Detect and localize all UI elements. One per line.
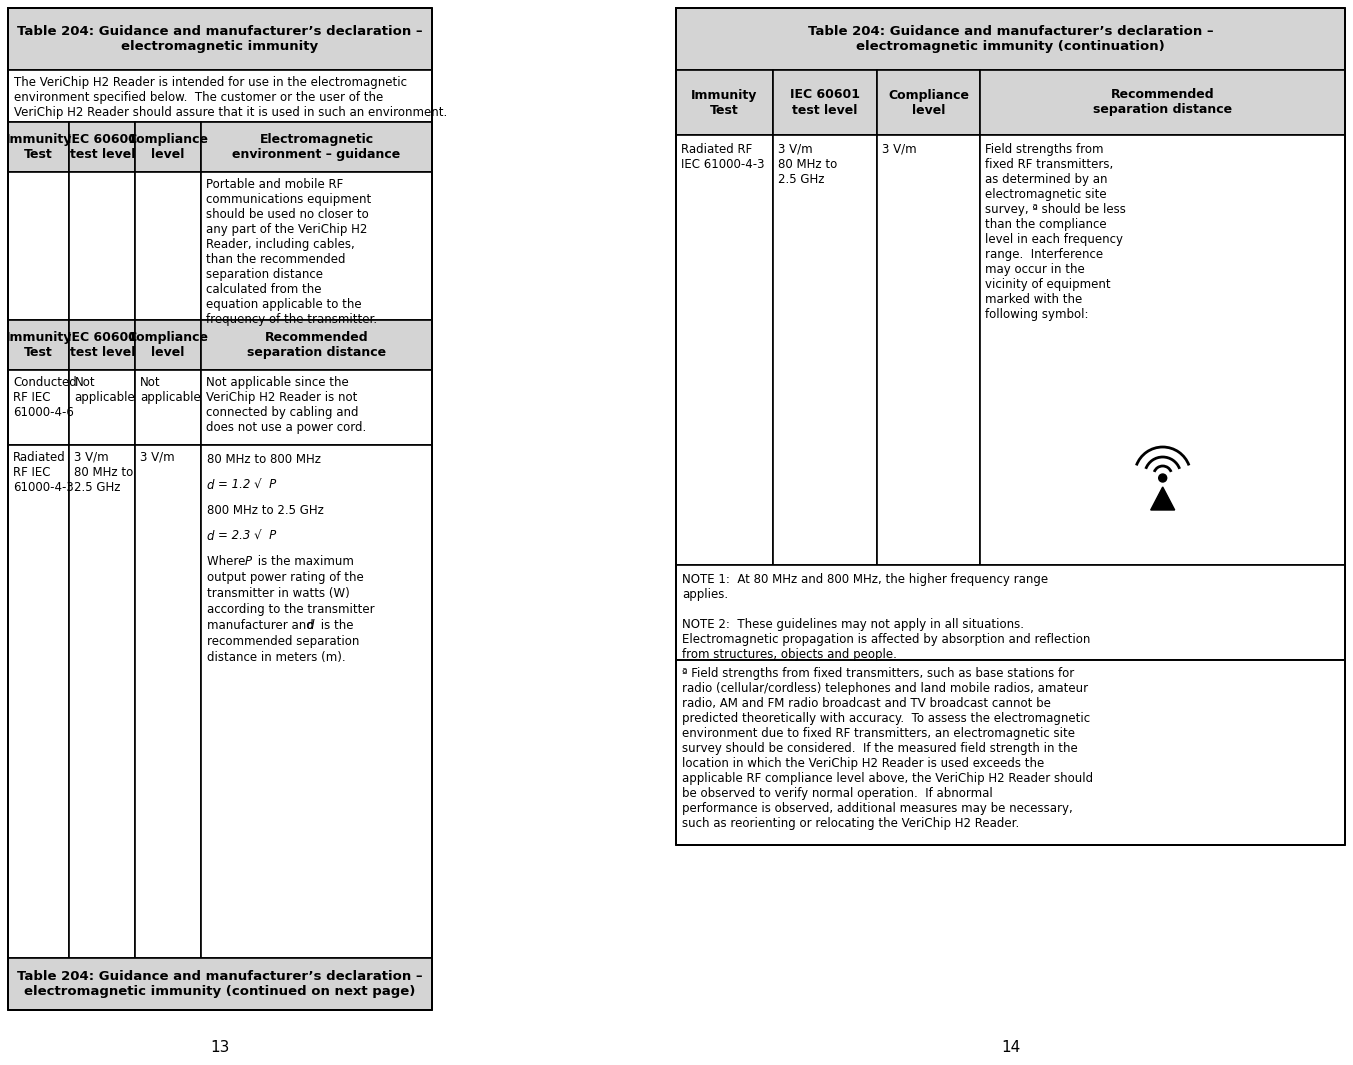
Bar — [981, 135, 1345, 566]
Text: manufacturer and: manufacturer and — [207, 620, 318, 633]
Text: Table 204: Guidance and manufacturer’s declaration –
electromagnetic immunity (c: Table 204: Guidance and manufacturer’s d… — [808, 24, 1214, 53]
Text: Conducted
RF IEC
61000-4-6: Conducted RF IEC 61000-4-6 — [14, 376, 77, 419]
Bar — [8, 9, 432, 70]
Polygon shape — [1150, 487, 1174, 510]
Bar — [676, 660, 1345, 845]
Text: output power rating of the: output power rating of the — [207, 572, 364, 585]
Bar — [69, 320, 135, 370]
Bar — [135, 320, 200, 370]
Text: Electromagnetic
environment – guidance: Electromagnetic environment – guidance — [233, 133, 400, 161]
Bar — [8, 958, 432, 1010]
Bar — [676, 566, 1345, 660]
Bar — [8, 445, 69, 958]
Bar — [200, 370, 432, 445]
Text: Recommended
separation distance: Recommended separation distance — [1093, 88, 1233, 116]
Text: ª Field strengths from fixed transmitters, such as base stations for
radio (cell: ª Field strengths from fixed transmitter… — [682, 667, 1093, 830]
Bar — [8, 320, 69, 370]
Text: 3 V/m: 3 V/m — [141, 450, 175, 464]
Bar — [69, 445, 135, 958]
Text: IEC 60601
test level: IEC 60601 test level — [68, 331, 138, 359]
Text: is the: is the — [317, 620, 353, 633]
Text: = 1.2 √  P: = 1.2 √ P — [218, 478, 276, 492]
Text: Radiated RF
IEC 61000-4-3: Radiated RF IEC 61000-4-3 — [681, 143, 764, 171]
Bar — [69, 370, 135, 445]
Bar — [877, 70, 981, 135]
Bar — [877, 135, 981, 566]
Text: 3 V/m
80 MHz to
2.5 GHz: 3 V/m 80 MHz to 2.5 GHz — [778, 143, 838, 186]
Text: d: d — [207, 478, 214, 492]
Text: d: d — [207, 529, 214, 543]
Text: Compliance
level: Compliance level — [127, 133, 208, 161]
Text: Immunity
Test: Immunity Test — [5, 133, 72, 161]
Text: 13: 13 — [210, 1041, 230, 1055]
Text: 80 MHz to 800 MHz: 80 MHz to 800 MHz — [207, 453, 321, 466]
Bar — [773, 70, 877, 135]
Text: Table 204: Guidance and manufacturer’s declaration –
electromagnetic immunity (c: Table 204: Guidance and manufacturer’s d… — [18, 970, 422, 998]
Text: d: d — [307, 620, 314, 633]
Text: transmitter in watts (W): transmitter in watts (W) — [207, 588, 349, 601]
Text: Compliance
level: Compliance level — [888, 88, 969, 116]
Text: Radiated
RF IEC
61000-4-3: Radiated RF IEC 61000-4-3 — [14, 450, 74, 494]
Bar — [135, 173, 200, 320]
Bar — [773, 135, 877, 566]
Bar — [676, 135, 773, 566]
Bar — [135, 445, 200, 958]
Text: is the maximum: is the maximum — [254, 556, 353, 569]
Text: 3 V/m: 3 V/m — [882, 143, 916, 155]
Text: IEC 60601
test level: IEC 60601 test level — [68, 133, 138, 161]
Text: Portable and mobile RF
communications equipment
should be used no closer to
any : Portable and mobile RF communications eq… — [206, 178, 377, 326]
Text: Compliance
level: Compliance level — [127, 331, 208, 359]
Text: = 2.3 √  P: = 2.3 √ P — [218, 529, 276, 543]
Text: according to the transmitter: according to the transmitter — [207, 604, 375, 617]
Bar — [200, 320, 432, 370]
Text: Not
applicable: Not applicable — [74, 376, 135, 404]
Text: IEC 60601
test level: IEC 60601 test level — [790, 88, 861, 116]
Bar — [69, 173, 135, 320]
Bar — [8, 370, 69, 445]
Text: Recommended
separation distance: Recommended separation distance — [246, 331, 386, 359]
Text: Not
applicable: Not applicable — [141, 376, 202, 404]
Bar — [200, 445, 432, 958]
Text: P: P — [245, 556, 252, 569]
Bar — [200, 122, 432, 173]
Text: 14: 14 — [1001, 1041, 1020, 1055]
Bar — [8, 173, 69, 320]
Bar — [8, 122, 69, 173]
Bar — [981, 70, 1345, 135]
Text: NOTE 1:  At 80 MHz and 800 MHz, the higher frequency range
applies.

NOTE 2:  Th: NOTE 1: At 80 MHz and 800 MHz, the highe… — [682, 573, 1091, 661]
Text: Not applicable since the
VeriChip H2 Reader is not
connected by cabling and
does: Not applicable since the VeriChip H2 Rea… — [206, 376, 367, 435]
Bar — [135, 122, 200, 173]
Text: 800 MHz to 2.5 GHz: 800 MHz to 2.5 GHz — [207, 504, 323, 518]
Bar — [135, 370, 200, 445]
Text: recommended separation: recommended separation — [207, 636, 360, 649]
Text: distance in meters (m).: distance in meters (m). — [207, 652, 345, 665]
Text: Where: Where — [207, 556, 249, 569]
Text: Immunity
Test: Immunity Test — [5, 331, 72, 359]
Text: Table 204: Guidance and manufacturer’s declaration –
electromagnetic immunity: Table 204: Guidance and manufacturer’s d… — [18, 24, 422, 53]
Bar — [676, 9, 1345, 70]
Text: Field strengths from
fixed RF transmitters,
as determined by an
electromagnetic : Field strengths from fixed RF transmitte… — [985, 143, 1126, 321]
Bar — [676, 70, 773, 135]
Circle shape — [1158, 474, 1166, 482]
Bar — [200, 173, 432, 320]
Text: Immunity
Test: Immunity Test — [691, 88, 758, 116]
Bar — [69, 122, 135, 173]
Text: 3 V/m
80 MHz to
2.5 GHz: 3 V/m 80 MHz to 2.5 GHz — [74, 450, 134, 494]
Bar — [8, 70, 432, 122]
Text: The VeriChip H2 Reader is intended for use in the electromagnetic
environment sp: The VeriChip H2 Reader is intended for u… — [14, 76, 448, 119]
